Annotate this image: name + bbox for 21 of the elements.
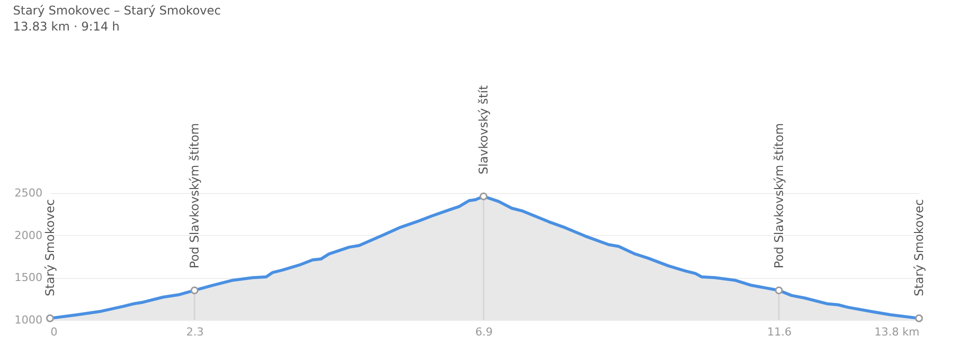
annotation: Pod Slavkovským štítom xyxy=(772,123,786,268)
point xyxy=(915,314,923,322)
y-tick-label: 1000 xyxy=(14,314,42,326)
point xyxy=(190,286,198,294)
point xyxy=(774,286,783,294)
chart-subtitle: 13.83 km · 9:14 h xyxy=(13,19,120,34)
annotation: Pod Slavkovským štítom xyxy=(188,123,202,268)
x-tick-label: 2.3 xyxy=(186,326,204,338)
chart-title: Starý Smokovec – Starý Smokovec xyxy=(13,3,221,18)
x-tick-label: 13.8 km xyxy=(874,326,920,338)
y-tick-label: 1500 xyxy=(14,271,42,284)
annotation: Starý Smokovec xyxy=(43,199,57,296)
x-tick-label: 6.9 xyxy=(475,326,493,338)
point xyxy=(46,314,54,322)
x-tick-label: 11.6 xyxy=(767,326,792,338)
annotation: Slavkovský štít xyxy=(476,85,491,174)
annotation: Starý Smokovec xyxy=(912,199,926,296)
y-tick-label: 2500 xyxy=(14,186,42,200)
y-tick-label: 2000 xyxy=(14,228,42,242)
point xyxy=(480,192,488,200)
x-tick-label: 0 xyxy=(50,326,58,338)
